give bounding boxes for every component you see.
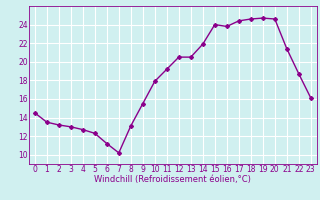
X-axis label: Windchill (Refroidissement éolien,°C): Windchill (Refroidissement éolien,°C) bbox=[94, 175, 251, 184]
